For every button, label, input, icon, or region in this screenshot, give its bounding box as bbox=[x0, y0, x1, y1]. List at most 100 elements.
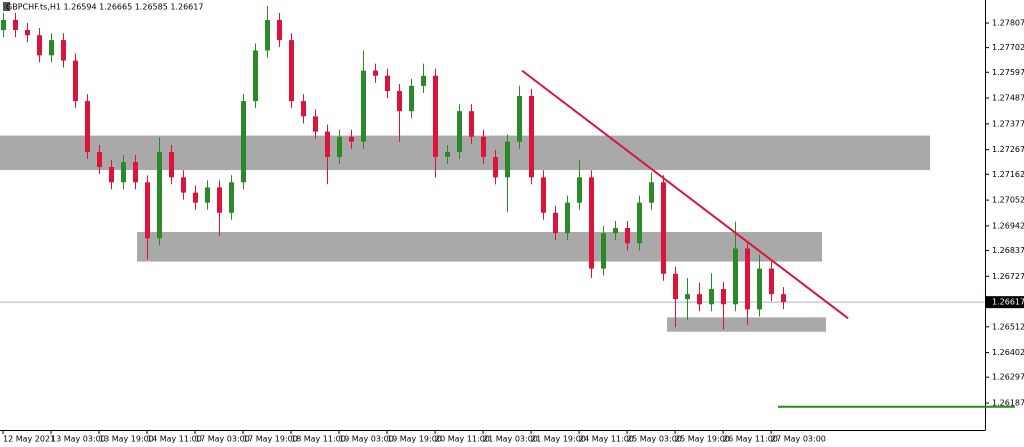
candle-body bbox=[577, 177, 582, 203]
candle-body bbox=[25, 30, 30, 36]
candle-body bbox=[241, 101, 246, 183]
candle-body bbox=[373, 70, 378, 76]
y-tick-label: 1.27162 bbox=[992, 170, 1024, 179]
x-tick-label: 14 May 11:00 bbox=[147, 435, 202, 444]
candle-body bbox=[193, 192, 198, 203]
candle-body bbox=[337, 136, 342, 157]
candle-body bbox=[349, 136, 354, 142]
candle-body bbox=[649, 182, 654, 203]
y-tick-label: 1.27377 bbox=[992, 119, 1024, 128]
x-tick-label: 20 May 11:00 bbox=[435, 435, 490, 444]
x-tick-label: 21 May 19:00 bbox=[531, 435, 586, 444]
candle-body bbox=[625, 228, 630, 244]
x-tick-label: 27 May 03:00 bbox=[771, 435, 826, 444]
candle-body bbox=[421, 75, 426, 86]
candle-body bbox=[493, 156, 498, 178]
candle-body bbox=[1, 19, 6, 31]
candle-body bbox=[457, 111, 462, 153]
candle-body bbox=[469, 111, 474, 137]
candle-body bbox=[685, 294, 690, 300]
candle-body bbox=[553, 212, 558, 234]
x-tick-label: 25 May 19:00 bbox=[675, 435, 730, 444]
candle-body bbox=[37, 35, 42, 56]
y-tick-label: 1.26402 bbox=[992, 348, 1024, 357]
candle-body bbox=[277, 19, 282, 41]
chart-title: GBPCHF.ts,H1 1.26594 1.26665 1.26585 1.2… bbox=[6, 3, 203, 12]
y-tick-label: 1.26297 bbox=[992, 373, 1024, 382]
candle-body bbox=[121, 162, 126, 183]
x-tick-label: 21 May 03:00 bbox=[483, 435, 538, 444]
x-tick-label: 12 May 2021 bbox=[3, 435, 55, 444]
candle-body bbox=[445, 152, 450, 157]
y-tick-label: 1.27807 bbox=[992, 18, 1024, 27]
candle-body bbox=[85, 101, 90, 153]
candle-body bbox=[97, 152, 102, 168]
y-tick-label: 1.26187 bbox=[992, 399, 1024, 408]
x-tick-label: 19 May 19:00 bbox=[387, 435, 442, 444]
candle-body bbox=[253, 50, 258, 102]
current-price-label: 1.26617 bbox=[992, 298, 1024, 307]
y-tick-label: 1.27487 bbox=[992, 94, 1024, 103]
y-tick-label: 1.27267 bbox=[992, 145, 1024, 154]
candle-body bbox=[169, 152, 174, 178]
y-tick-label: 1.26727 bbox=[992, 272, 1024, 281]
candle-body bbox=[205, 187, 210, 203]
candle-body bbox=[73, 60, 78, 102]
candle-body bbox=[217, 187, 222, 213]
x-tick-label: 13 May 03:00 bbox=[51, 435, 106, 444]
candle-body bbox=[721, 289, 726, 305]
plot-area bbox=[0, 5, 985, 332]
candle-body bbox=[745, 248, 750, 310]
candle-body bbox=[133, 162, 138, 183]
candle-body bbox=[541, 177, 546, 213]
y-tick-label: 1.27597 bbox=[992, 68, 1024, 77]
candle-body bbox=[145, 182, 150, 239]
candle-body bbox=[637, 202, 642, 244]
candle-body bbox=[709, 289, 714, 305]
candle-body bbox=[157, 152, 162, 239]
candle-body bbox=[673, 273, 678, 300]
x-tick-label: 26 May 11:00 bbox=[723, 435, 778, 444]
candle-body bbox=[181, 177, 186, 193]
x-tick-label: 17 May 03:00 bbox=[195, 435, 250, 444]
candle-body bbox=[361, 70, 366, 142]
x-tick-label: 19 May 03:00 bbox=[339, 435, 394, 444]
candle-body bbox=[517, 95, 522, 142]
candle-body bbox=[49, 40, 54, 56]
candle-body bbox=[109, 167, 114, 183]
candle-body bbox=[481, 136, 486, 157]
y-tick-label: 1.26512 bbox=[992, 322, 1024, 331]
candle-body bbox=[733, 248, 738, 305]
candle-body bbox=[61, 40, 66, 61]
candle-body bbox=[661, 182, 666, 274]
x-tick-label: 17 May 19:00 bbox=[243, 435, 298, 444]
x-tick-label: 25 May 03:00 bbox=[627, 435, 682, 444]
candle-body bbox=[13, 19, 18, 31]
candle-body bbox=[769, 268, 774, 295]
candle-body bbox=[601, 233, 606, 269]
x-tick-label: 24 May 11:00 bbox=[579, 435, 634, 444]
trendline bbox=[521, 69, 849, 320]
zone bbox=[0, 135, 931, 171]
x-tick-label: 18 May 11:00 bbox=[291, 435, 346, 444]
candle-body bbox=[325, 131, 330, 157]
candle-body bbox=[229, 182, 234, 213]
candle-body bbox=[529, 95, 534, 178]
y-tick-label: 1.26837 bbox=[992, 246, 1024, 255]
candle-body bbox=[697, 294, 702, 305]
candle-body bbox=[781, 294, 786, 303]
zone bbox=[137, 232, 823, 262]
candle-body bbox=[565, 202, 570, 234]
y-tick-label: 1.27052 bbox=[992, 196, 1024, 205]
current-price-box bbox=[986, 296, 1024, 309]
zone bbox=[666, 317, 826, 332]
candle-body bbox=[265, 19, 270, 51]
candle-body bbox=[613, 228, 618, 234]
candle-body bbox=[409, 85, 414, 112]
candle-body bbox=[397, 91, 402, 112]
y-tick-label: 1.26942 bbox=[992, 221, 1024, 230]
candle-body bbox=[289, 40, 294, 102]
